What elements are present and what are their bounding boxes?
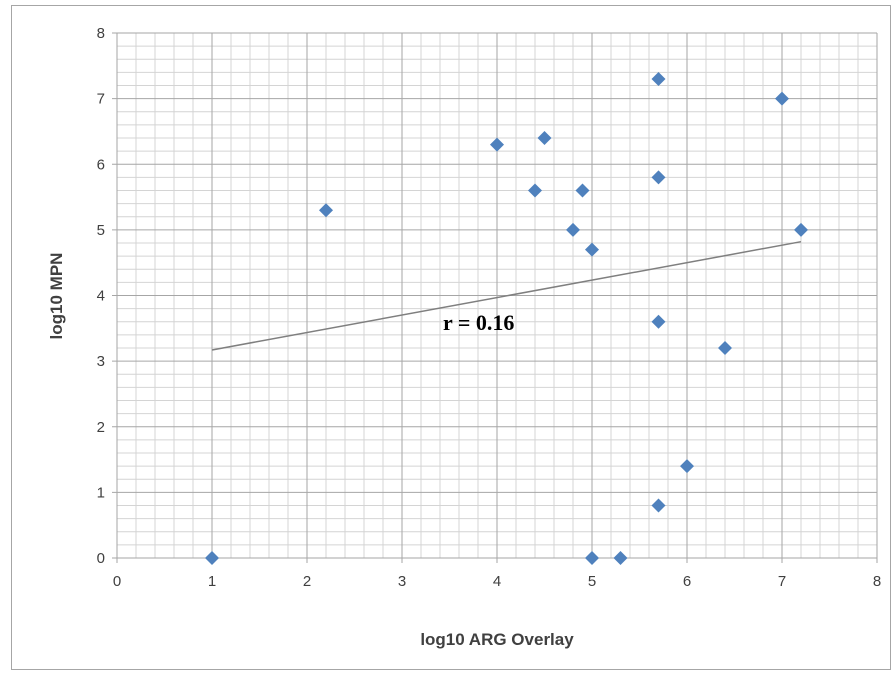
trendline-group	[211, 240, 802, 351]
data-point-marker	[775, 91, 789, 106]
correlation-annotation: r = 0.16	[443, 310, 514, 335]
x-tick-label: 1	[208, 573, 216, 590]
data-point-marker	[585, 242, 599, 257]
x-tick-label: 6	[683, 573, 691, 590]
x-tick-label: 0	[113, 573, 121, 590]
x-tick-label: 8	[873, 573, 881, 590]
data-point-marker	[585, 551, 599, 565]
data-point-marker	[651, 71, 666, 86]
y-tick-label: 1	[97, 484, 105, 501]
y-axis-title: log10 MPN	[47, 253, 66, 340]
x-axis-tick-labels: 0 1 2 3 4 5 6 7 8	[113, 573, 881, 590]
data-point-marker	[613, 551, 628, 565]
data-points	[205, 71, 808, 565]
data-point-marker	[537, 131, 552, 145]
x-tick-label: 3	[398, 573, 406, 590]
x-tick-label: 7	[778, 573, 786, 590]
y-tick-label: 4	[97, 288, 105, 305]
data-point-marker	[651, 314, 666, 329]
data-point-marker	[794, 222, 808, 237]
data-point-marker	[566, 222, 580, 237]
data-point-marker	[651, 498, 666, 513]
data-point-marker	[651, 170, 666, 185]
y-tick-label: 8	[97, 25, 105, 42]
data-point-marker	[680, 459, 694, 474]
data-point-marker	[528, 183, 542, 198]
major-gridlines	[112, 32, 878, 563]
data-point-marker	[718, 341, 732, 355]
x-tick-label: 5	[588, 573, 596, 590]
y-tick-label: 0	[97, 550, 105, 567]
y-tick-label: 3	[97, 353, 105, 370]
data-point-marker	[490, 137, 504, 152]
y-axis-tick-labels: 0 1 2 3 4 5 6 7 8	[97, 25, 105, 567]
x-tick-label: 2	[303, 573, 311, 590]
trendline	[211, 240, 802, 351]
data-point-marker	[575, 183, 590, 198]
x-tick-label: 4	[493, 573, 501, 590]
y-tick-label: 6	[97, 156, 105, 173]
y-tick-label: 7	[97, 91, 105, 108]
x-axis-title: log10 ARG Overlay	[420, 630, 574, 649]
y-tick-label: 2	[97, 419, 105, 436]
y-tick-label: 5	[97, 222, 105, 239]
data-point-marker	[205, 551, 219, 565]
data-point-marker	[319, 203, 333, 218]
